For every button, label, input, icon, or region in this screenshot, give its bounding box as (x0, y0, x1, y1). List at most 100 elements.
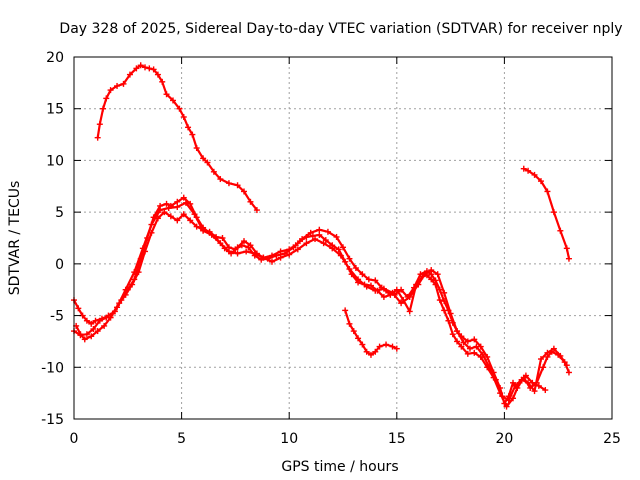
data-point (247, 198, 254, 205)
y-tick-label: -5 (50, 309, 64, 325)
data-point (421, 271, 428, 278)
data-point (204, 159, 211, 166)
data-point (169, 97, 176, 104)
data-point (290, 244, 297, 251)
series-trace (75, 201, 568, 402)
data-point (189, 131, 196, 138)
data-point (432, 281, 439, 288)
data-point (268, 258, 275, 265)
data-point (208, 231, 215, 238)
data-point (503, 403, 510, 410)
data-point (273, 252, 280, 259)
data-point (146, 65, 153, 72)
data-point (346, 255, 353, 262)
data-point (544, 188, 551, 195)
data-point (320, 240, 327, 247)
y-tick-label: 0 (55, 257, 64, 273)
series-arc-4 (342, 307, 400, 358)
data-point (466, 345, 473, 352)
data-point (535, 382, 542, 389)
data-point (81, 336, 88, 343)
data-point (518, 376, 525, 383)
y-tick-label: 5 (55, 205, 64, 221)
data-point (510, 379, 517, 386)
data-point (234, 250, 241, 257)
data-point (322, 237, 329, 244)
y-tick-label: -15 (41, 412, 64, 428)
data-point (142, 64, 149, 71)
data-point (191, 211, 198, 218)
data-point (174, 198, 181, 205)
data-point (537, 356, 544, 363)
data-point (333, 233, 340, 240)
data-point (389, 343, 396, 350)
data-point (454, 338, 461, 345)
data-point (260, 254, 267, 261)
data-point (406, 308, 413, 315)
data-point (380, 285, 387, 292)
data-point (83, 317, 90, 324)
data-point (512, 382, 519, 389)
series-trace (522, 167, 571, 260)
data-point (346, 320, 353, 327)
data-point (525, 379, 532, 386)
data-point (537, 178, 544, 185)
data-point (88, 320, 95, 327)
data-point (133, 65, 140, 72)
data-point (550, 345, 557, 352)
data-point (473, 343, 480, 350)
data-point (565, 255, 572, 262)
data-point (367, 351, 374, 358)
data-point (372, 277, 379, 284)
data-point (219, 235, 226, 241)
x-tick-label: 15 (388, 431, 406, 447)
data-point (122, 286, 129, 293)
data-point (415, 281, 422, 288)
data-point (505, 397, 512, 404)
data-point (142, 248, 149, 255)
data-point (337, 252, 344, 259)
data-point (464, 350, 471, 357)
data-point (406, 293, 413, 300)
data-point (165, 205, 172, 212)
y-tick-label: 15 (46, 102, 64, 118)
data-point (303, 240, 310, 247)
data-point (307, 229, 314, 236)
data-point (499, 393, 506, 400)
data-point (324, 228, 331, 235)
data-point (90, 326, 97, 333)
series-arc-3 (71, 209, 549, 410)
data-point (355, 276, 362, 283)
plot-area (71, 62, 572, 410)
data-point (359, 271, 366, 278)
data-point (154, 71, 161, 78)
data-point (296, 238, 303, 245)
data-point (376, 343, 383, 350)
series-arc-6 (520, 165, 572, 262)
data-point (157, 207, 164, 214)
data-point (180, 211, 187, 218)
data-point (565, 369, 572, 376)
data-point (185, 124, 192, 131)
y-tick-label: -10 (41, 360, 64, 376)
data-point (363, 348, 370, 355)
data-point (449, 331, 456, 338)
data-point (441, 307, 448, 314)
data-point (245, 244, 252, 251)
data-point (139, 245, 146, 252)
data-point (303, 233, 310, 240)
data-point (557, 227, 564, 234)
data-point (544, 349, 551, 356)
x-axis-label: GPS time / hours (281, 459, 398, 475)
axis-ticks: 0 5 10 15 20 25 -15 -10 -5 0 5 10 15 20 (41, 50, 621, 447)
x-tick-label: 20 (495, 431, 513, 447)
x-tick-label: 0 (70, 431, 79, 447)
data-point (316, 231, 323, 238)
data-point (363, 283, 370, 290)
data-point (101, 322, 108, 329)
series-trace (72, 211, 547, 408)
data-point (182, 199, 189, 206)
data-point (329, 245, 336, 252)
data-point (471, 349, 478, 356)
data-point (454, 328, 461, 335)
